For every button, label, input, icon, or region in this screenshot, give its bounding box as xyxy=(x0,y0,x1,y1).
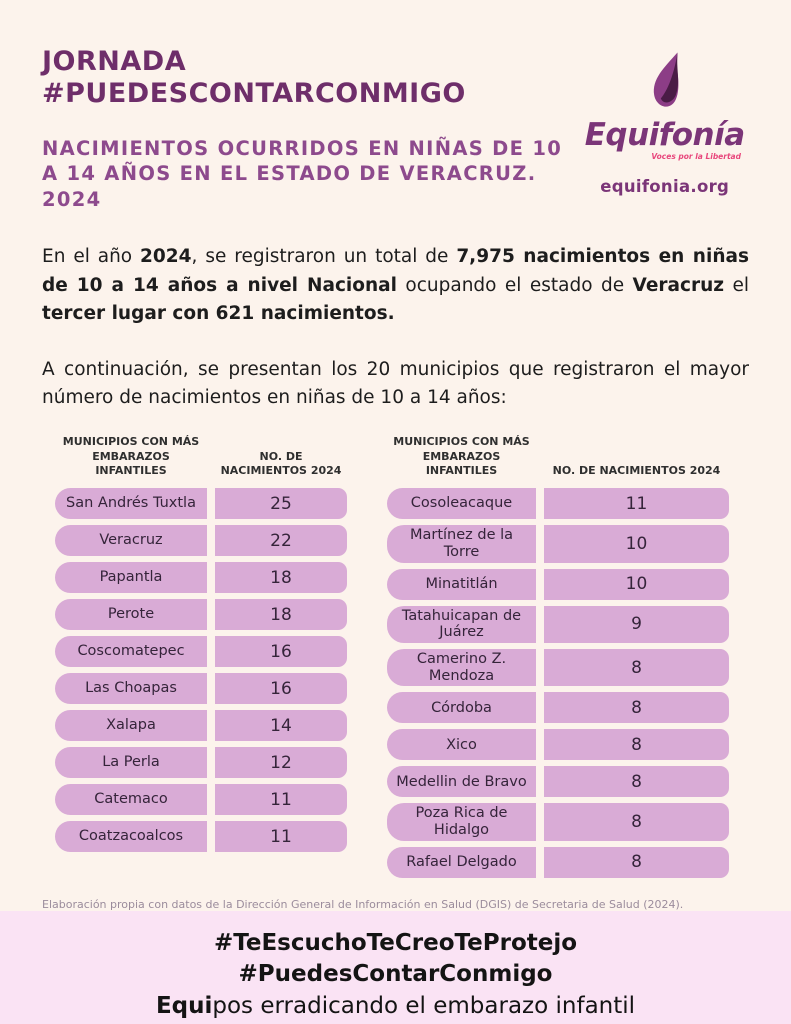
intro-seg-5: Veracruz xyxy=(632,274,725,296)
source-footnote: Elaboración propia con datos de la Direc… xyxy=(42,897,684,911)
count-cell: 18 xyxy=(215,599,347,631)
count-cell: 8 xyxy=(544,649,729,687)
municipality-cell: Xalapa xyxy=(55,710,207,742)
count-cell: 22 xyxy=(215,525,347,557)
header-text: JORNADA #PUEDESCONTARCONMIGO NACIMIENTOS… xyxy=(42,46,574,213)
municipality-cell: Córdoba xyxy=(387,692,536,724)
intro-seg-3: 7,975 nacimientos en niñas de 10 a 14 añ… xyxy=(42,245,749,296)
table-right: MUNICIPIOS CON MÁS EMBARAZOS INFANTILES … xyxy=(387,435,729,878)
title-line-1: JORNADA xyxy=(42,46,187,77)
count-cell: 11 xyxy=(215,784,347,816)
table-left: MUNICIPIOS CON MÁS EMBARAZOS INFANTILES … xyxy=(55,435,347,853)
page-subtitle: NACIMIENTOS OCURRIDOS EN NIÑAS DE 10 A 1… xyxy=(42,136,563,212)
municipality-cell: Perote xyxy=(55,599,207,631)
intro-seg-4: ocupando el estado de xyxy=(396,274,633,296)
flame-icon xyxy=(653,52,679,107)
lead-paragraph: A continuación, se presentan los 20 muni… xyxy=(42,358,749,408)
municipality-cell: Veracruz xyxy=(55,525,207,557)
count-cell: 14 xyxy=(215,710,347,742)
municipality-cell: La Perla xyxy=(55,747,207,779)
slogan-line: Equipos erradicando el embarazo infantil xyxy=(10,991,781,1023)
intro-seg-2: , se registraron un total de xyxy=(191,245,457,267)
column-header-municipios: MUNICIPIOS CON MÁS EMBARAZOS INFANTILES xyxy=(62,435,200,478)
brand-tagline: Voces por la Libertad xyxy=(651,152,741,161)
page-title: JORNADA #PUEDESCONTARCONMIGO xyxy=(42,46,574,110)
municipality-cell: Cosoleacaque xyxy=(387,488,536,520)
intro-paragraph: En el año 2024, se registraron un total … xyxy=(42,243,749,329)
municipality-cell: Las Choapas xyxy=(55,673,207,705)
municipality-cell: Medellin de Bravo xyxy=(387,766,536,798)
municipality-cell: Rafael Delgado xyxy=(387,846,536,878)
count-cell: 8 xyxy=(544,766,729,798)
count-cell: 10 xyxy=(544,525,729,563)
municipality-cell: Catemaco xyxy=(55,784,207,816)
slogan-rest: pos erradicando el embarazo infantil xyxy=(212,993,636,1020)
municipality-cell: San Andrés Tuxtla xyxy=(55,488,207,520)
intro-seg-1: 2024 xyxy=(140,245,192,267)
count-cell: 11 xyxy=(215,821,347,853)
hashtag-banner: #TeEscuchoTeCreoTeProtejo #PuedesContarC… xyxy=(0,910,791,1024)
intro-seg-7: tercer lugar con 621 nacimientos. xyxy=(42,303,395,325)
count-cell: 18 xyxy=(215,562,347,594)
count-cell: 16 xyxy=(215,636,347,668)
municipality-cell: Xico xyxy=(387,729,536,761)
municipality-tables: MUNICIPIOS CON MÁS EMBARAZOS INFANTILES … xyxy=(55,435,755,878)
count-cell: 11 xyxy=(544,488,729,520)
count-cell: 8 xyxy=(544,846,729,878)
logo: Equifonía Voces por la Libertad equifoni… xyxy=(574,46,755,213)
municipality-cell: Camerino Z. Mendoza xyxy=(387,649,536,687)
hashtag-line-2: #PuedesContarConmigo xyxy=(238,961,553,988)
municipality-cell: Tatahuicapan de Juárez xyxy=(387,605,536,644)
column-header-nacimientos: NO. DE NACIMIENTOS 2024 xyxy=(552,464,721,478)
column-header-nacimientos: NO. DE NACIMIENTOS 2024 xyxy=(220,449,342,478)
count-cell: 10 xyxy=(544,568,729,600)
brand-wordmark: Equifonía xyxy=(584,117,745,153)
count-cell: 8 xyxy=(544,803,729,841)
header: JORNADA #PUEDESCONTARCONMIGO NACIMIENTOS… xyxy=(0,0,791,213)
slogan-bold: Equi xyxy=(155,993,213,1020)
column-header-municipios: MUNICIPIOS CON MÁS EMBARAZOS INFANTILES xyxy=(393,435,530,478)
municipality-cell: Coscomatepec xyxy=(55,636,207,668)
count-cell: 12 xyxy=(215,747,347,779)
municipality-cell: Coatzacoalcos xyxy=(55,821,207,853)
count-cell: 25 xyxy=(215,488,347,520)
count-cell: 9 xyxy=(544,605,729,644)
website-link[interactable]: equifonia.org xyxy=(600,177,730,196)
count-cell: 8 xyxy=(544,692,729,724)
hashtag-line-1: #TeEscuchoTeCreoTeProtejo xyxy=(213,929,578,956)
municipality-cell: Poza Rica de Hidalgo xyxy=(387,803,536,841)
municipality-cell: Martínez de la Torre xyxy=(387,525,536,563)
intro-seg-6: el xyxy=(724,274,749,296)
municipality-cell: Minatitlán xyxy=(387,568,536,600)
count-cell: 16 xyxy=(215,673,347,705)
intro-seg-0: En el año xyxy=(42,245,141,267)
municipality-cell: Papantla xyxy=(55,562,207,594)
count-cell: 8 xyxy=(544,729,729,761)
title-line-2: #PUEDESCONTARCONMIGO xyxy=(42,77,466,109)
